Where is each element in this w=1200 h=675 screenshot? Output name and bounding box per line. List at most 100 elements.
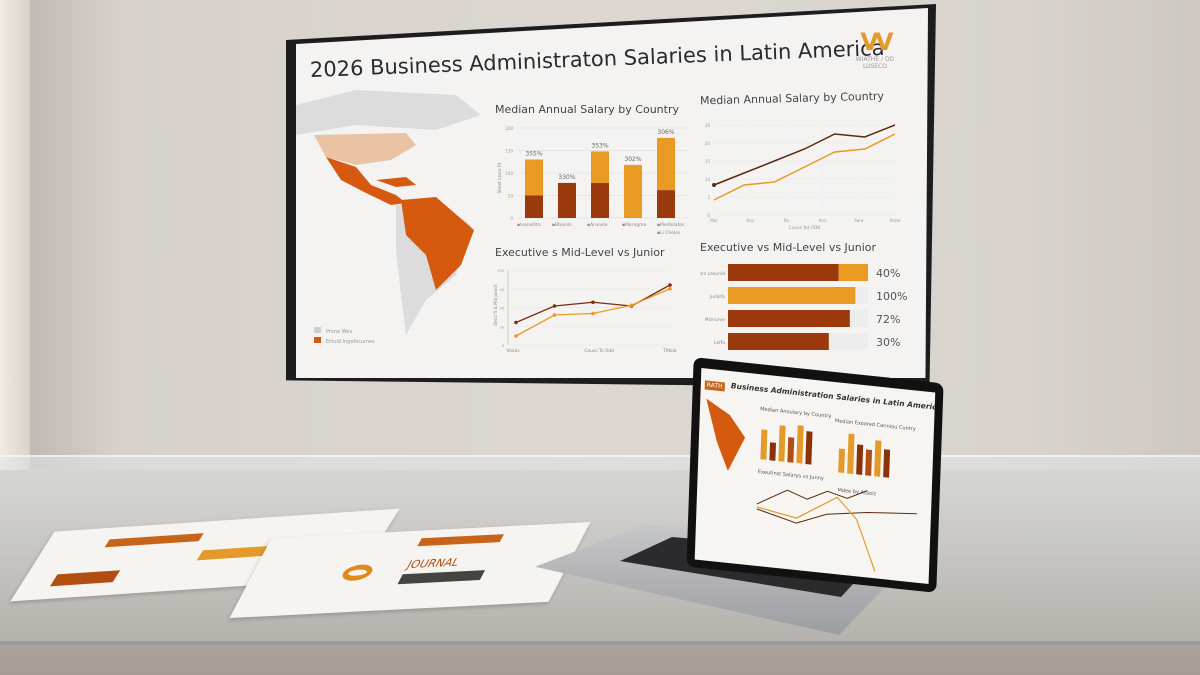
y-tick-label: 50: [508, 194, 514, 199]
map-caribbean: [376, 177, 416, 187]
bar-value-label: 30%: [876, 336, 900, 349]
laptop-chart-title-2: Median Exoared Cariniou Cuntry: [834, 418, 916, 433]
data-point: [591, 311, 595, 316]
paper-headline: JOURNAL: [404, 555, 463, 572]
bar-lower: [591, 182, 609, 218]
data-point: [514, 334, 518, 338]
data-point: [552, 313, 557, 317]
y-tick-label: 30: [705, 123, 711, 128]
y-tick-label: 5: [707, 195, 710, 200]
bar-label: 330%: [558, 174, 575, 181]
chart3-title: Executive s Mid-Level vs Junior: [495, 246, 665, 259]
y-tick-label: 20: [500, 325, 504, 329]
map-brazil-colombia: [401, 197, 474, 290]
map-usa: [314, 133, 416, 165]
map-legend-2: Ertuid Ingefecumes: [326, 339, 375, 345]
legend-item: ▪Ivanishta: [517, 222, 541, 228]
company-logo: VV WIATHE / DD LUSECO: [845, 28, 905, 70]
y-tick-label: 30: [500, 307, 504, 311]
bar-lower: [525, 195, 543, 218]
map-mexico-central: [326, 157, 406, 205]
legend-item: ▪Arunale: [587, 222, 608, 228]
y-axis-label: Street Lasco Fit: [497, 162, 502, 193]
laptop-map: [704, 399, 746, 473]
bar-dark: [728, 310, 850, 327]
laptop-bars: [760, 419, 813, 465]
chart4-title: Executive vs Mid-Level vs Junior: [700, 241, 877, 254]
bar-category-label: Juniors Lesunid: [700, 271, 725, 277]
line-chart-salary: 0 5 10 15 20 30 Mar Aroi Ro Aria Sera Arme Couss fot…: [705, 123, 901, 230]
bar-dark: [728, 264, 839, 281]
legend-item: ▪Bbands: [552, 222, 572, 228]
latin-america-map: Prone Wes Ertuid Ingefecumes: [296, 90, 481, 345]
series-line: [713, 133, 896, 201]
legend-item: ▪Mediolatos: [657, 222, 685, 228]
y-tick-label: 15: [705, 159, 711, 164]
y-tick-label: 100: [505, 171, 513, 176]
bar-orange: [728, 287, 856, 304]
logo-text: WIATHE / DD LUSECO: [855, 56, 895, 70]
map-legend-1: Prone Wes: [326, 329, 352, 335]
x-tick-label: Sera: [854, 218, 864, 223]
data-point: [514, 320, 518, 325]
legend-item: ▪Morngma: [622, 222, 647, 228]
line-chart-levels: 0 20 30 40 100 Vielas Couss To 0dd TMola Deccr'S…: [493, 269, 677, 354]
y-axis-label: Deccr'S & Mid Jurock: [493, 284, 498, 326]
bar-label: 302%: [624, 156, 641, 163]
bar-dark: [728, 333, 829, 350]
x-tick-label: Aria: [819, 218, 827, 223]
laptop-chart-title-1: Median Anoulary by Country: [760, 406, 832, 420]
x-tick-label: Couss To 0dd: [584, 348, 614, 354]
y-tick-label: 150: [505, 149, 513, 154]
laptop-bars-2: [838, 433, 891, 478]
bar-value-label: 100%: [876, 290, 907, 303]
laptop-screen: RATH Business Administration Salaries in…: [686, 357, 944, 593]
data-point: [712, 183, 716, 187]
bar-orange: [838, 264, 868, 281]
data-point: [668, 283, 672, 287]
bar-upper: [624, 164, 642, 218]
laptop-line-chart: [756, 489, 917, 572]
y-tick-label: 100: [497, 269, 504, 273]
legend-swatch-orange: [314, 337, 321, 343]
x-tick-label: TMola: [662, 348, 677, 354]
bar-chart-salary: 0 50 100 150 200 355% 330% 353% 302% 306% Street L…: [497, 126, 690, 236]
y-tick-label: 200: [505, 126, 513, 131]
laptop-badge: RATH: [704, 380, 725, 392]
logo-mark-icon: VV: [860, 28, 893, 56]
x-tick-label: Ro: [784, 218, 790, 223]
chart1-title: Median Annual Salary by Country: [495, 103, 679, 116]
bar-upper: [525, 159, 543, 196]
data-point: [552, 304, 557, 308]
bar-lower: [558, 182, 576, 218]
x-axis-label: Couss fot 0DB: [789, 225, 821, 230]
bar-value-label: 72%: [876, 313, 900, 326]
y-tick-label: 10: [705, 177, 711, 182]
data-point: [668, 286, 672, 291]
series-line: [713, 124, 896, 186]
y-tick-label: 0: [502, 344, 504, 348]
y-tick-label: 20: [705, 141, 711, 146]
x-tick-label: Mar: [710, 218, 718, 223]
bar-label: 355%: [525, 151, 542, 158]
bar-label: 353%: [591, 142, 608, 149]
bar-value-label: 40%: [876, 267, 900, 280]
bar-upper: [591, 151, 609, 183]
y-tick-label: 40: [500, 288, 504, 292]
data-point: [591, 300, 595, 305]
map-north-gray: [296, 90, 481, 135]
bar-category-label: Leffa: [714, 340, 725, 346]
bar-label: 306%: [657, 129, 674, 136]
legend-swatch-gray: [314, 327, 321, 333]
wall-pillar: [0, 0, 30, 520]
bar-category-label: Judiofa: [709, 294, 726, 300]
y-tick-label: 0: [510, 216, 513, 221]
x-tick-label: Vielas: [506, 348, 520, 354]
x-tick-label: Aroi: [746, 218, 754, 223]
bar-upper: [657, 137, 675, 191]
x-tick-label: Arme: [890, 218, 901, 223]
y-tick-label: 0: [707, 213, 710, 218]
legend-item: ▪Li Cholos: [657, 230, 681, 236]
hbar-chart-levels: Juniors Lesunid 40% Judiofa 100% Mid-Leve 72%…: [700, 264, 907, 350]
data-point: [629, 303, 634, 308]
